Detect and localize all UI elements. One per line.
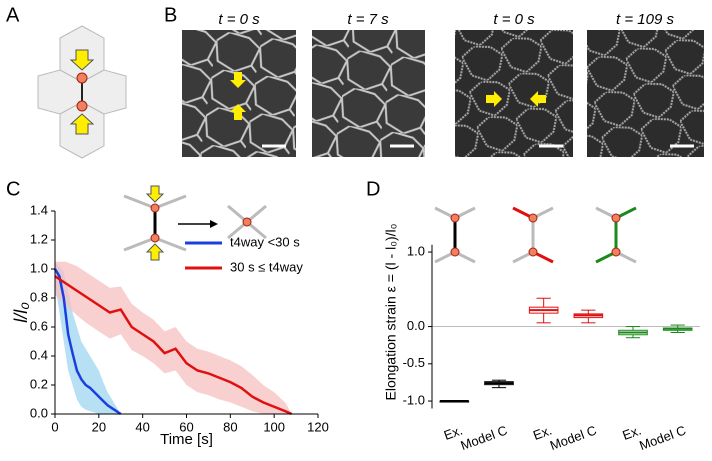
- x-axis-label: Time [s]: [160, 431, 213, 448]
- x-tick-label: Ex.: [620, 422, 643, 443]
- y-tick-label: 1.2: [30, 231, 48, 246]
- x-tick-label: 0: [51, 419, 58, 434]
- y-tick-label: 1.0: [407, 243, 425, 258]
- x-tick-label: 100: [263, 419, 285, 434]
- x-tick-label: Model C: [637, 422, 688, 453]
- legend-label: t4way <30 s: [230, 234, 300, 249]
- x-tick-label: 60: [179, 419, 193, 434]
- y-tick-label: 0.0: [407, 318, 425, 333]
- x-tick-label: 80: [223, 419, 237, 434]
- x-tick-label: Ex.: [531, 422, 554, 443]
- panel-label: D: [366, 178, 380, 200]
- line: [54, 275, 293, 416]
- y-tick-label: -1.0: [403, 392, 425, 407]
- schematic-a: [37, 25, 127, 159]
- line: [53, 268, 122, 416]
- y-tick-label: 0.0: [30, 405, 48, 420]
- x-tick-label: Ex.: [442, 422, 465, 443]
- y-axis-label: l/l₀: [11, 302, 31, 323]
- error-band: [55, 261, 121, 414]
- y-tick-label: -0.5: [403, 355, 425, 370]
- schematic-c: [123, 185, 267, 261]
- y-tick-label: 0.2: [30, 376, 48, 391]
- x-tick-label: Model C: [459, 422, 510, 453]
- schematic-d: [434, 206, 637, 264]
- y-tick-label: 0.6: [30, 318, 48, 333]
- time-label: t = 0 s: [218, 11, 260, 28]
- y-tick-label: 0.4: [30, 347, 48, 362]
- y-tick-label: 1.0: [30, 260, 48, 275]
- x-tick-label: 40: [135, 419, 149, 434]
- microscopy: [182, 30, 704, 157]
- panel-label: A: [6, 4, 20, 26]
- panel-label: B: [164, 4, 177, 26]
- x-tick-label: 20: [92, 419, 106, 434]
- time-label: t = 109 s: [616, 11, 674, 28]
- error-band: [55, 261, 292, 414]
- x-tick-label: Model C: [548, 422, 599, 453]
- time-label: t = 0 s: [493, 11, 535, 28]
- y-tick-label: 0.8: [30, 289, 48, 304]
- y-axis-label: Elongation strain ε = (l - l₀)/l₀: [383, 223, 399, 400]
- panel-label: C: [6, 178, 20, 200]
- y-tick-label: 1.4: [30, 202, 48, 217]
- x-tick-label: 120: [307, 419, 329, 434]
- legend-label: 30 s ≤ t4way: [230, 259, 303, 274]
- time-label: t = 7 s: [347, 11, 389, 28]
